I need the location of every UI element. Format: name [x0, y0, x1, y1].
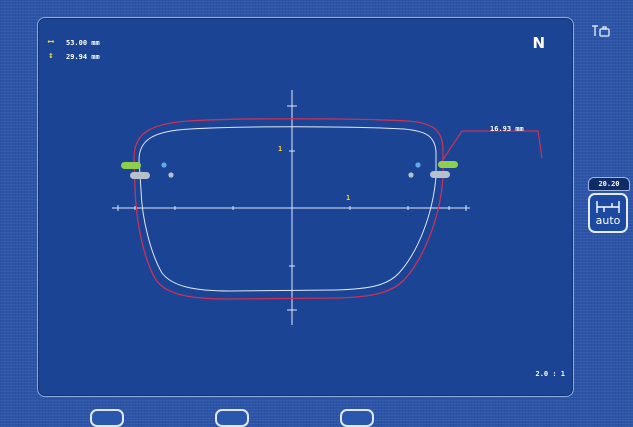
height-measurement: ↕ 29.94 mm [46, 51, 100, 61]
tool-camera-icon[interactable] [591, 23, 611, 37]
bottom-tab-2[interactable] [215, 409, 249, 427]
lens-drawing [112, 90, 543, 325]
width-measurement: ⟷ 53.00 mm [46, 37, 100, 47]
bottom-tab-3[interactable] [340, 409, 374, 427]
auto-bevel-button[interactable]: auto [588, 193, 628, 233]
scale-label: 2.0 : 1 [535, 370, 565, 378]
x-ticks [117, 205, 467, 211]
bevel-value: 20.20 [588, 177, 630, 191]
lens-shape-display: ⟷ 53.00 mm ↕ 29.94 mm N [37, 17, 574, 397]
bottom-tab-1[interactable] [90, 409, 124, 427]
vertical-dimension-icon: ↕ [48, 51, 54, 61]
bottom-tab-bar [0, 405, 633, 427]
bevel-auto-icon [596, 201, 620, 213]
bevel-control: 20.20 auto [586, 177, 632, 233]
right-drill-holes [408, 161, 458, 178]
horizontal-dimension-icon: ⟷ [48, 37, 54, 47]
auto-button-label: auto [595, 214, 621, 227]
crosshair-axes [112, 90, 470, 325]
frame-outline [133, 118, 444, 300]
bridge-value: 16.93 mm [490, 125, 524, 133]
lens-outline [138, 126, 437, 292]
width-value: 53.00 mm [66, 38, 100, 47]
side-indicator: N [532, 34, 545, 52]
bridge-dimension-line [441, 130, 543, 162]
y-axis-marker: 1 [278, 145, 283, 153]
y-ticks [287, 105, 297, 311]
left-drill-holes [121, 162, 174, 179]
height-value: 29.94 mm [66, 52, 100, 61]
x-axis-marker: 1 [346, 194, 351, 202]
